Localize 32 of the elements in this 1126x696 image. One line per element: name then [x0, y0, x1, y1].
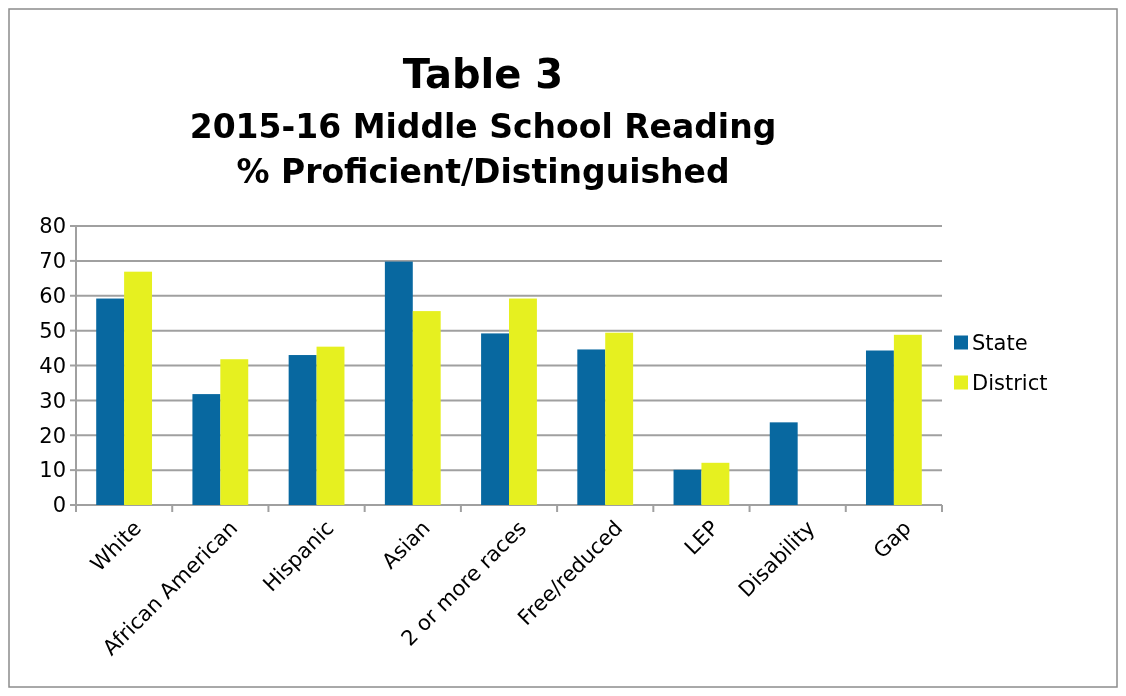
chart-title: Table 3 — [402, 51, 564, 97]
bar — [96, 298, 125, 505]
y-tick-label: 70 — [39, 249, 66, 274]
x-tick-label: Gap — [868, 515, 916, 563]
bar — [605, 332, 634, 505]
y-tick-label: 10 — [39, 458, 66, 483]
bar — [865, 350, 894, 505]
bar — [769, 422, 798, 505]
bar — [124, 271, 153, 505]
bar — [288, 355, 317, 505]
bar — [481, 333, 509, 505]
y-tick-label: 30 — [39, 388, 66, 413]
bar — [509, 298, 537, 505]
y-tick-label: 60 — [39, 284, 66, 309]
x-tick-label: LEP — [679, 515, 724, 560]
bar — [220, 359, 249, 505]
bar — [316, 346, 345, 505]
chart-subtitle: 2015-16 Middle School Reading % Proficient/Distinguished — [189, 107, 777, 191]
y-tick-label: 20 — [39, 423, 66, 448]
bar — [893, 334, 922, 505]
bar — [701, 462, 730, 505]
legend-label: State — [972, 330, 1028, 355]
legend-label: District — [972, 370, 1048, 395]
y-tick-label: 80 — [39, 214, 66, 239]
y-tick-label: 0 — [52, 493, 66, 518]
y-tick-label: 40 — [39, 353, 66, 378]
bar — [384, 261, 413, 505]
bar — [192, 394, 221, 505]
bar — [412, 311, 441, 505]
bar — [673, 469, 702, 505]
y-tick-label: 50 — [39, 318, 66, 343]
bar — [577, 349, 606, 505]
